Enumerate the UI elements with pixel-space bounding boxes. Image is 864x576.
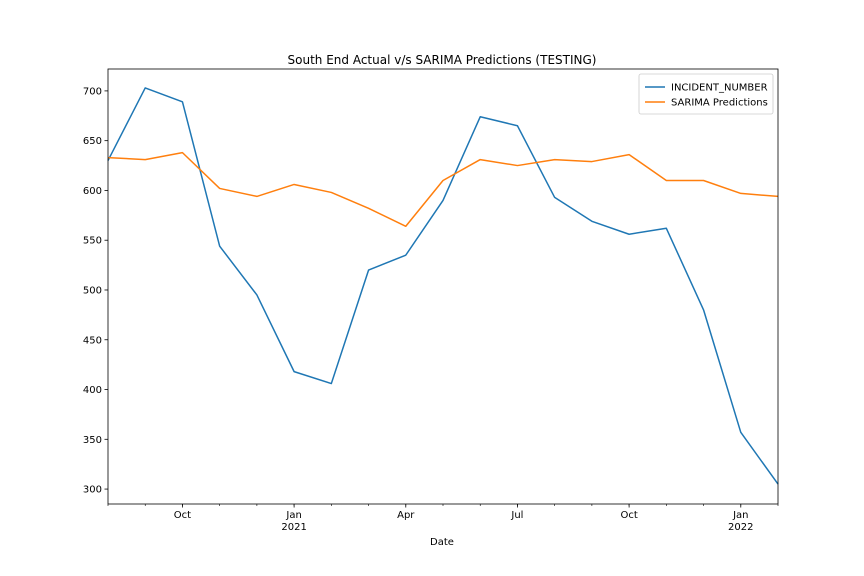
y-tick-label: 700: [83, 86, 102, 97]
x-tick-label: Oct: [620, 510, 637, 521]
legend: INCIDENT_NUMBER SARIMA Predictions: [638, 73, 774, 115]
legend-entry-1: SARIMA Predictions: [671, 98, 768, 109]
chart-title: South End Actual v/s SARIMA Predictions …: [288, 53, 597, 67]
y-tick-label: 350: [83, 435, 102, 446]
series-line-1: [107, 151, 779, 228]
x-tick-label: Jan: [285, 510, 301, 521]
y-tick-label: 400: [83, 385, 102, 396]
x-tick-year-label: 2022: [728, 522, 753, 533]
y-tick-label: 450: [83, 335, 102, 346]
y-axis: 300 350 400 450 500 550 600 650 700: [83, 86, 108, 496]
x-tick-label: Jan: [732, 510, 748, 521]
legend-entry-0: INCIDENT_NUMBER: [671, 83, 768, 94]
x-tick-year-label: 2021: [281, 522, 306, 533]
legend-box: [638, 73, 774, 115]
y-tick-label: 600: [83, 186, 102, 197]
y-tick-label: 550: [83, 236, 102, 247]
x-tick-label: Jul: [510, 510, 523, 521]
y-tick-label: 650: [83, 136, 102, 147]
x-axis-label: Date: [430, 537, 454, 548]
y-tick-label: 500: [83, 285, 102, 296]
series-line-0: [107, 87, 779, 485]
plot-area: [107, 68, 779, 505]
x-tick-label: Oct: [174, 510, 191, 521]
y-tick-label: 300: [83, 485, 102, 496]
x-tick-label: Apr: [397, 510, 415, 521]
plot-frame: [107, 68, 779, 505]
